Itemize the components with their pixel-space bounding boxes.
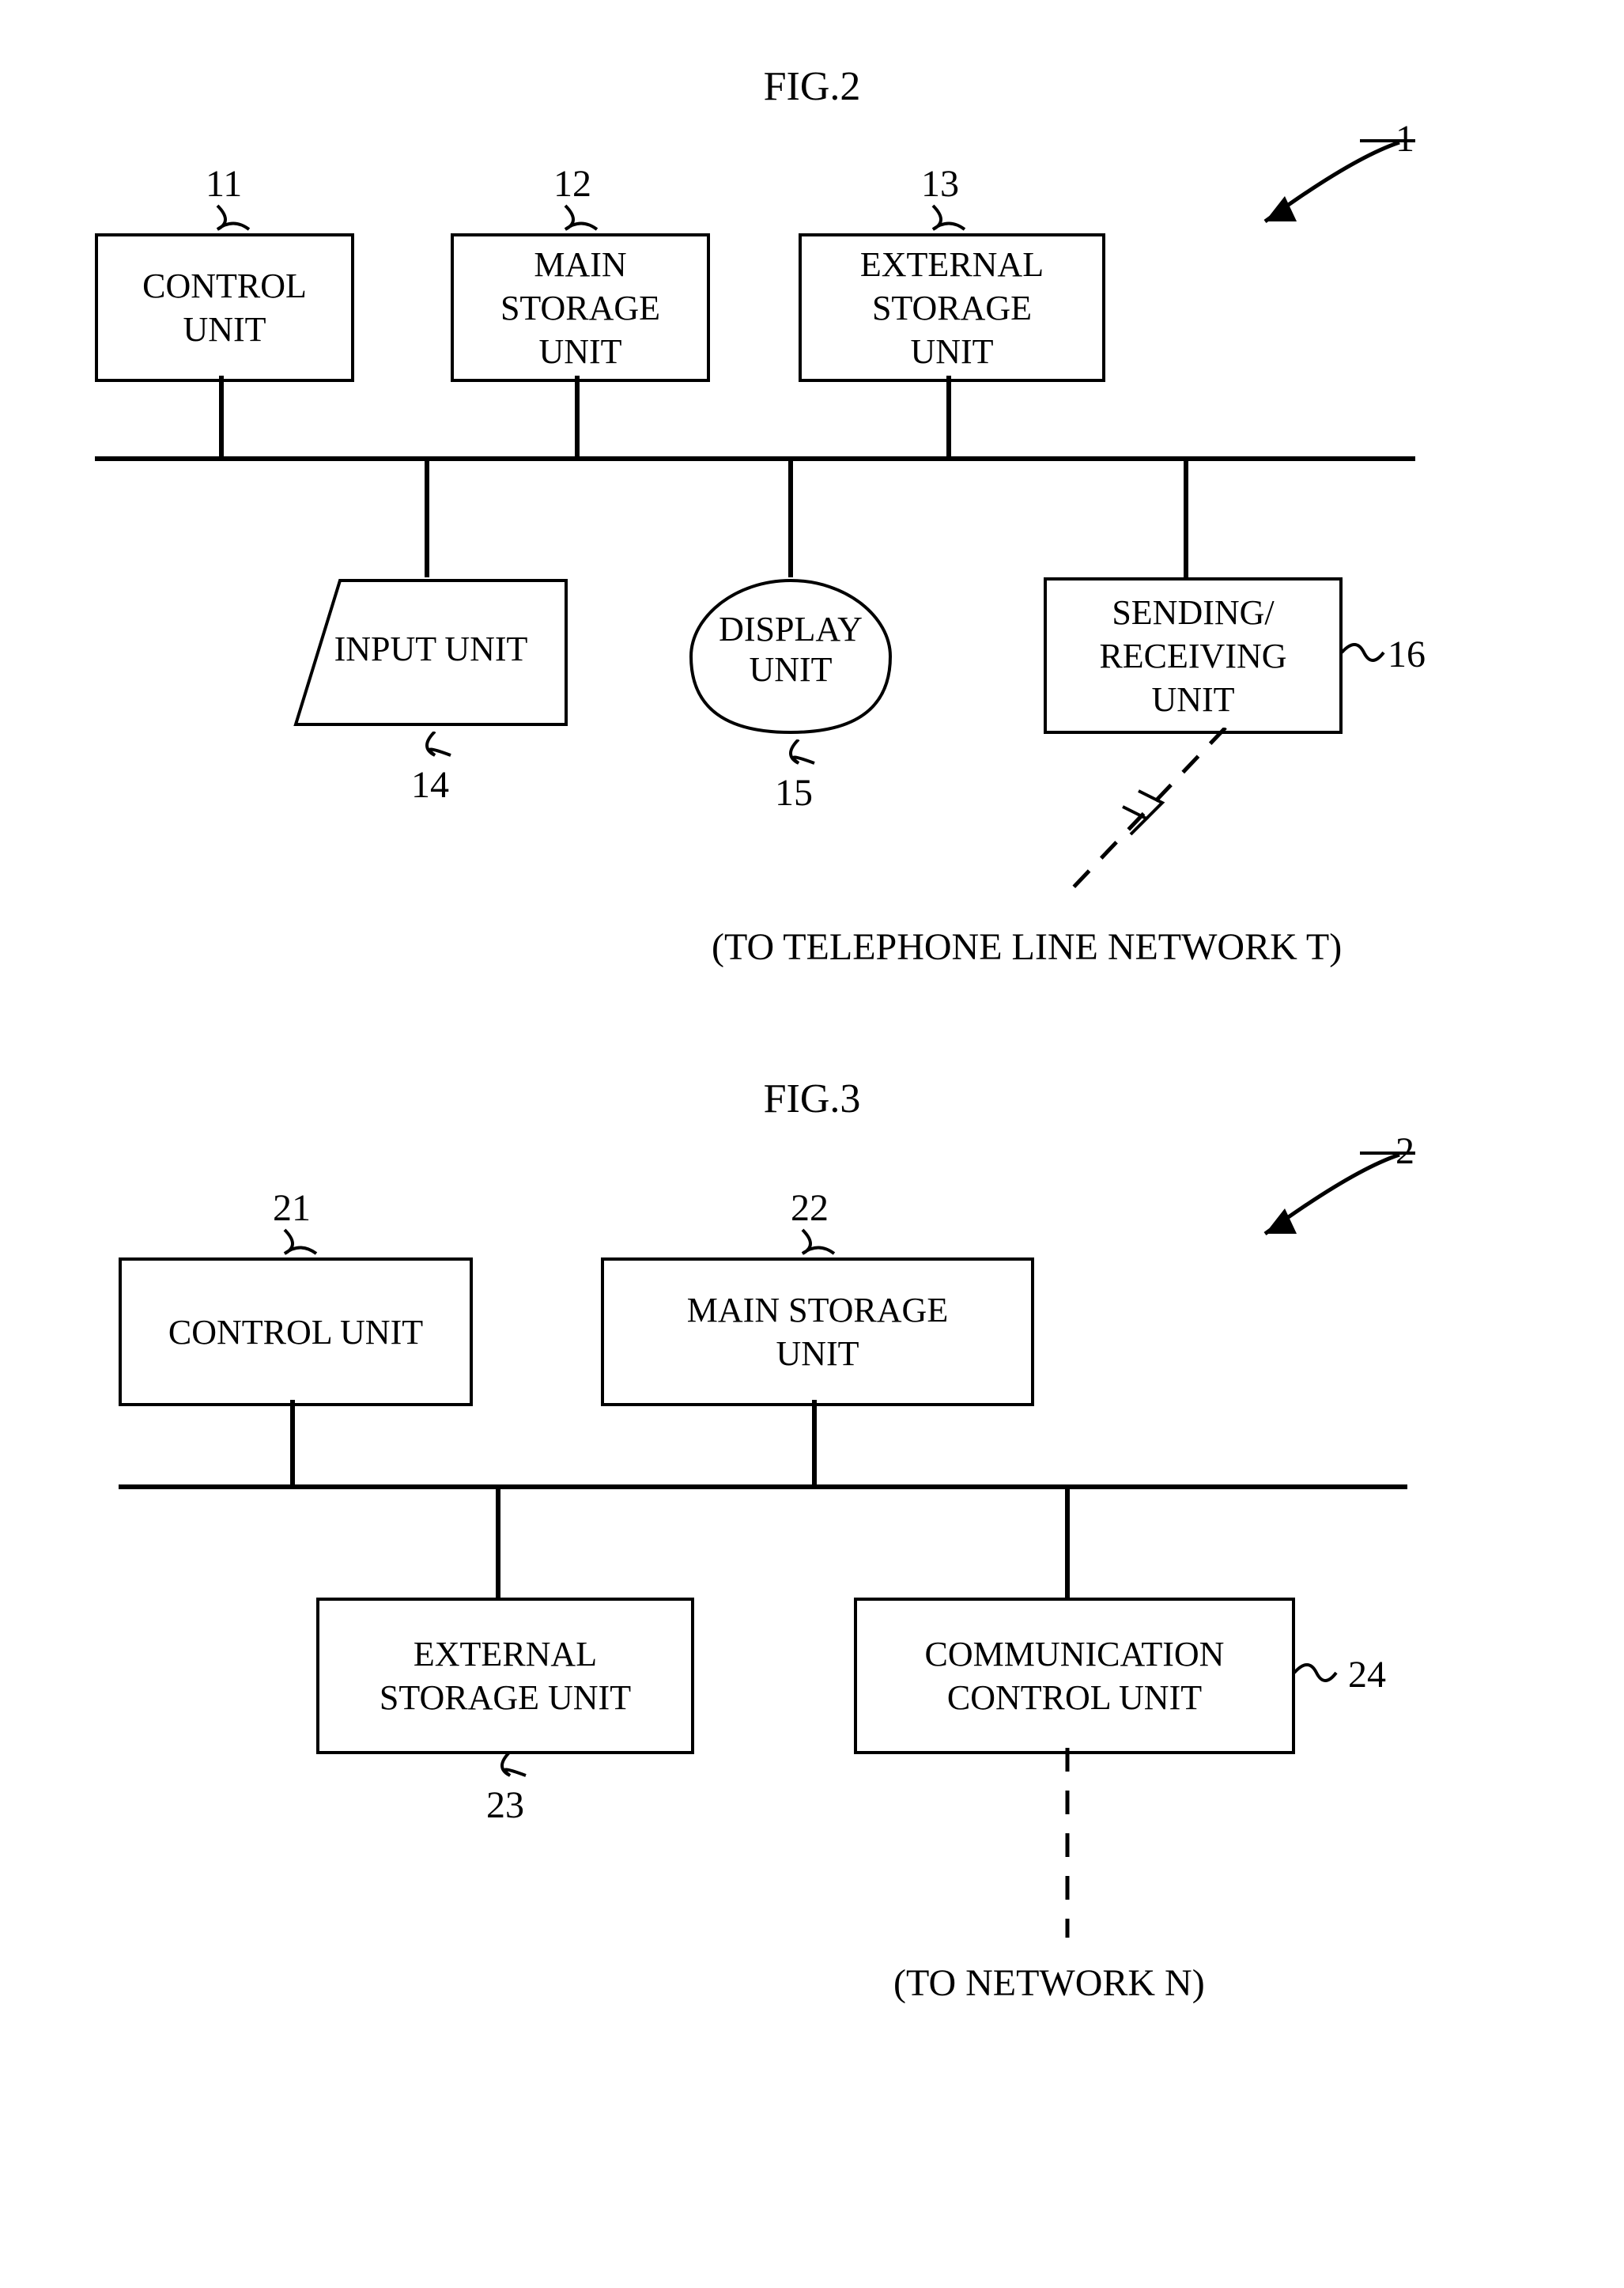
- fig3-ref-23: 23: [486, 1783, 524, 1827]
- fig3-main-storage-unit: MAIN STORAGE UNIT: [601, 1257, 1034, 1406]
- fig2-ref-15: 15: [775, 771, 813, 815]
- fig2-ref-16-squiggle: [1340, 637, 1388, 668]
- fig3-control-unit-label: CONTROL UNIT: [168, 1310, 423, 1354]
- fig2-title: FIG.2: [0, 63, 1624, 110]
- fig2-external-storage-label: EXTERNAL STORAGE UNIT: [860, 243, 1044, 373]
- fig3-ref-24-squiggle: [1293, 1657, 1340, 1689]
- fig3-ref-22-squiggle: [799, 1226, 838, 1257]
- fig2-ref-11-squiggle: [213, 202, 253, 233]
- fig3-control-unit: CONTROL UNIT: [119, 1257, 473, 1406]
- fig3-ref-23-squiggle: [490, 1752, 530, 1783]
- fig3-ref-22: 22: [791, 1186, 829, 1230]
- fig2-main-storage-label: MAIN STORAGE UNIT: [500, 243, 660, 373]
- fig3-connectors-bottom: [0, 1487, 1624, 1605]
- fig3-ref-21-squiggle: [281, 1226, 320, 1257]
- fig3-comm-unit: COMMUNICATION CONTROL UNIT: [854, 1598, 1295, 1754]
- fig2-arrow: [1210, 134, 1415, 253]
- fig2-sending-label: SENDING/ RECEIVING UNIT: [1099, 591, 1286, 721]
- fig2-ref-11: 11: [206, 162, 242, 206]
- fig3-ref-21: 21: [273, 1186, 311, 1230]
- fig2-external-storage-unit: EXTERNAL STORAGE UNIT: [799, 233, 1105, 382]
- fig2-ref-14: 14: [411, 763, 449, 807]
- fig2-ref-14-squiggle: [415, 732, 455, 763]
- fig2-ref-12: 12: [553, 162, 591, 206]
- fig3-dashed-network-line: [1059, 1748, 1075, 1946]
- fig2-dashed-network-line: [1028, 728, 1265, 910]
- page: FIG.2 1 11 12 13 CONTROL UNIT MAIN STORA…: [0, 0, 1624, 2288]
- fig3-title: FIG.3: [0, 1076, 1624, 1122]
- fig2-display-unit-label: DISPLAY UNIT: [688, 609, 893, 690]
- fig3-external-storage-unit: EXTERNAL STORAGE UNIT: [316, 1598, 694, 1754]
- fig2-ref-13-squiggle: [929, 202, 969, 233]
- fig3-external-storage-label: EXTERNAL STORAGE UNIT: [380, 1632, 631, 1719]
- fig2-input-unit-label: INPUT UNIT: [293, 629, 569, 669]
- fig2-connectors-bottom: [0, 459, 1624, 585]
- fig3-footer: (TO NETWORK N): [893, 1961, 1205, 2005]
- fig2-diagram-ref: 1: [1396, 117, 1414, 161]
- fig3-comm-label: COMMUNICATION CONTROL UNIT: [925, 1632, 1225, 1719]
- fig2-control-unit-label: CONTROL UNIT: [142, 264, 307, 351]
- fig2-sending-unit: SENDING/ RECEIVING UNIT: [1044, 577, 1343, 734]
- fig2-control-unit: CONTROL UNIT: [95, 233, 354, 382]
- fig2-ref-15-squiggle: [779, 739, 818, 771]
- fig2-ref-12-squiggle: [561, 202, 601, 233]
- fig3-arrow: [1210, 1147, 1415, 1265]
- fig3-ref-24: 24: [1348, 1653, 1386, 1696]
- fig2-footer: (TO TELEPHONE LINE NETWORK T): [712, 925, 1342, 969]
- fig3-diagram-ref: 2: [1396, 1129, 1414, 1173]
- fig3-main-storage-label: MAIN STORAGE UNIT: [687, 1288, 948, 1375]
- fig2-main-storage-unit: MAIN STORAGE UNIT: [451, 233, 710, 382]
- fig2-ref-16: 16: [1388, 633, 1426, 676]
- fig2-ref-13: 13: [921, 162, 959, 206]
